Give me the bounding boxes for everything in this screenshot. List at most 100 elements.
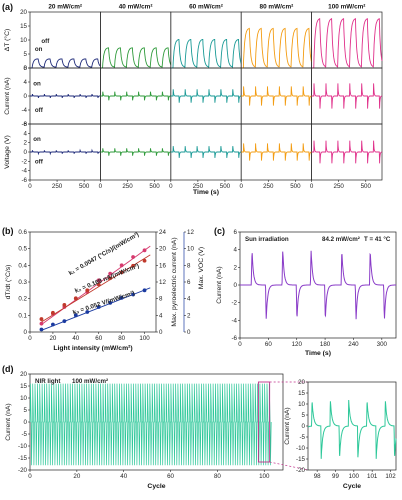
panel-label-a: (a) — [2, 2, 13, 12]
d-x-tick-label: 60 — [167, 473, 174, 480]
b-data-point — [62, 303, 67, 307]
b-ylabel-right2: Max. VOC (V) — [198, 247, 205, 289]
b-x-tick-label: 20 — [49, 335, 56, 342]
a-x-tick-label: 250 — [52, 183, 63, 190]
b-yleft-tick-label: 0.1 — [18, 312, 27, 319]
a-y-tick-label: 5 — [24, 51, 28, 58]
b-yright2-tick-label: 10 — [187, 246, 194, 253]
b-data-point — [119, 263, 124, 268]
panel-label-c: (c) — [214, 226, 225, 236]
c-y-tick-label: 0 — [234, 282, 238, 289]
b-yright1-tick-label: 4 — [159, 312, 163, 319]
a-x-tick-label: 0 — [169, 183, 173, 190]
d-x-tick-label: 20 — [73, 473, 80, 480]
a-series-line — [100, 91, 171, 101]
a-ylabel: ΔT (°C) — [3, 29, 11, 52]
a-y-tick-label: 15 — [20, 23, 27, 30]
b-data-point — [119, 295, 124, 300]
a-x-tick-label: 250 — [263, 183, 274, 190]
c-x-tick-label: 60 — [265, 341, 272, 348]
panel-a: 20 mW/cm² 40 mW/cm² 60 mW/cm² 80 mW/cm² 100 … — [3, 4, 383, 196]
a-column-title: 100 mW/cm² — [328, 4, 365, 11]
a-x-tick-label: 0 — [310, 183, 314, 190]
a-column-title: 20 mW/cm² — [48, 4, 82, 11]
a-y-tick-label: -4 — [21, 168, 27, 175]
a-annotation: off — [35, 107, 44, 114]
c-x-tick-label: 240 — [348, 341, 359, 348]
b-yleft-tick-label: 0.6 — [18, 229, 27, 236]
a-y-tick-label: -4 — [21, 107, 27, 114]
c-y-tick-label: -6 — [231, 335, 237, 342]
a-annotation: on — [33, 81, 41, 88]
b-data-point — [108, 276, 113, 281]
b-yright1-tick-label: 0 — [159, 329, 163, 336]
b-data-point — [39, 327, 44, 332]
a-xlabel: Time (s) — [193, 189, 219, 196]
a-series-line — [241, 143, 312, 161]
a-series-line — [311, 140, 383, 164]
a-series-line — [241, 86, 312, 106]
d-ylabel: Current (nA) — [5, 403, 12, 440]
b-data-point — [108, 271, 113, 276]
a-y-tick-label: -6 — [21, 177, 27, 184]
a-series-line — [170, 146, 242, 158]
d-x-tick-label: 80 — [214, 473, 221, 480]
b-yright2-tick-label: 4 — [187, 296, 191, 303]
a-x-tick-label: 500 — [220, 183, 231, 190]
a-plot-frame — [170, 11, 242, 69]
b-fit-line — [41, 245, 151, 325]
d-zoom-x-tick-label: 98 — [314, 473, 321, 480]
d-y-tick-label: 20 — [20, 371, 27, 378]
a-x-tick-label: 0 — [239, 183, 243, 190]
b-yright1-tick-label: 12 — [159, 279, 166, 286]
d-y-tick-label: -20 — [18, 467, 28, 474]
panel-b: 00.10.20.30.40.50.60 20 40 60 80 100048121620… — [4, 229, 205, 352]
b-data-point — [142, 258, 147, 263]
b-yright2-tick-label: 8 — [187, 262, 191, 269]
b-yright1-tick-label: 20 — [159, 246, 166, 253]
c-y-tick-label: 6 — [234, 229, 238, 236]
b-yleft-tick-label: 0.2 — [18, 296, 27, 303]
a-column-title: 40 mW/cm² — [119, 4, 153, 11]
b-yleft-tick-label: 0.5 — [18, 246, 27, 253]
b-data-point — [131, 255, 135, 259]
b-data-point — [131, 292, 135, 297]
d-zoom-xlabel: Cycle — [343, 483, 361, 490]
a-annotation: off — [41, 38, 50, 45]
c-y-tick-label: 2 — [234, 264, 238, 271]
c-y-tick-label: -2 — [231, 300, 237, 307]
b-yright1-tick-label: 24 — [159, 229, 166, 236]
b-x-tick-label: 40 — [72, 335, 79, 342]
d-y-tick-label: -15 — [18, 455, 28, 462]
a-series-line — [241, 27, 313, 69]
d-zoom-y-tick-label: -5 — [299, 434, 305, 441]
a-annotation: off — [35, 159, 44, 166]
c-text: 84.2 mW/cm² — [322, 236, 360, 243]
a-ylabel: Current (nA) — [4, 77, 11, 114]
d-zoom-ylabel: Current (nA) — [284, 407, 291, 444]
a-x-tick-label: 250 — [122, 183, 133, 190]
b-xlabel: Light intensity (mW/cm²) — [53, 345, 132, 352]
b-data-point — [51, 322, 55, 327]
b-x-tick-label: 100 — [139, 335, 150, 342]
a-y-tick-label: 0 — [24, 93, 28, 100]
a-y-tick-label: 0 — [24, 65, 28, 72]
a-y-tick-label: 20 — [20, 9, 27, 16]
b-data-point — [39, 317, 44, 321]
a-series-line — [30, 93, 101, 99]
d-y-tick-label: -10 — [18, 443, 28, 450]
a-y-tick-label: 0 — [24, 149, 28, 156]
b-data-point — [108, 300, 113, 305]
a-series-line — [170, 39, 242, 69]
d-x-tick-label: 0 — [28, 473, 32, 480]
d-zoom-y-tick-label: 15 — [298, 390, 305, 397]
d-xlabel: Cycle — [147, 483, 165, 490]
a-x-tick-label: 0 — [28, 183, 32, 190]
a-series-line — [100, 148, 171, 156]
a-x-tick-label: 250 — [334, 183, 345, 190]
d-zoom-y-tick-label: 0 — [302, 423, 306, 430]
panel-label-b: (b) — [2, 226, 14, 236]
d-y-tick-label: 15 — [20, 383, 27, 390]
